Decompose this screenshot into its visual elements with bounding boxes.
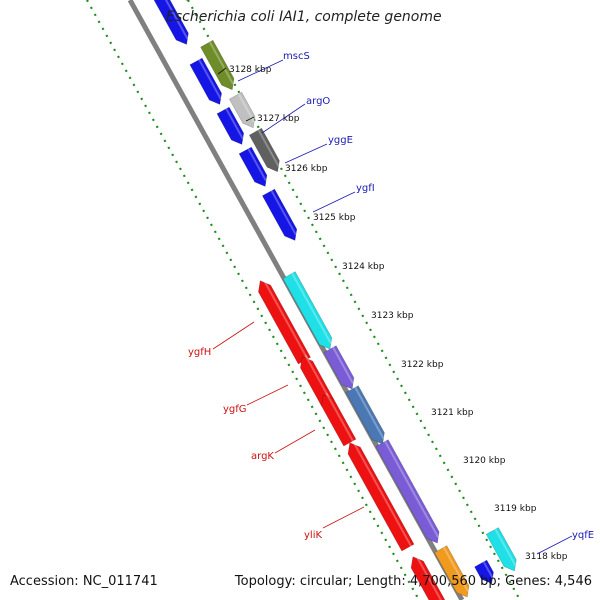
gene-feature-arrow[interactable] — [148, 0, 189, 45]
gene-feature-arrow[interactable] — [321, 394, 357, 447]
tick-label: 3122 kbp — [401, 360, 444, 370]
gene-label-ygfG[interactable]: ygfG — [223, 404, 247, 415]
gene-feature-highlight — [384, 440, 440, 538]
gene-feature-highlight — [304, 354, 334, 406]
gene-feature-highlight — [262, 278, 311, 364]
gene-leader — [237, 59, 284, 82]
gene-label-argO[interactable]: argO — [306, 96, 330, 107]
gene-leader — [322, 506, 365, 529]
gene-label-argK[interactable]: argK — [251, 451, 274, 462]
gene-leader — [284, 143, 328, 164]
gene-feature-highlight — [325, 392, 356, 446]
gene-feature-highlight — [415, 554, 442, 600]
gene-feature-arrow[interactable] — [189, 57, 222, 105]
gene-feature-arrow[interactable] — [282, 271, 333, 350]
gene-feature-highlight — [332, 346, 354, 384]
gene-feature-highlight — [237, 93, 255, 123]
gene-feature-arrow[interactable] — [168, 0, 190, 2]
tick-label: 3124 kbp — [342, 262, 385, 272]
gene-label-ygfH[interactable]: ygfH — [188, 347, 211, 358]
gene-feature-arrow[interactable] — [228, 91, 256, 129]
tick-label: 3127 kbp — [257, 114, 300, 124]
gene-features — [148, 0, 517, 600]
gene-label-yggE[interactable]: yggE — [328, 135, 353, 146]
gene-feature-arrow[interactable] — [375, 439, 440, 544]
genome-title: Escherichia coli IAI1, complete genome — [166, 9, 442, 25]
gene-feature-highlight — [257, 129, 280, 167]
accession-text: Accession: NC_011741 — [10, 574, 158, 589]
gene-feature-arrow[interactable] — [248, 127, 280, 173]
tick-label: 3128 kbp — [229, 65, 272, 75]
gene-leader — [274, 429, 316, 454]
gene-feature-highlight — [198, 59, 222, 100]
gene-label-yqfE[interactable]: yqfE — [572, 530, 594, 541]
gene-feature-arrow[interactable] — [216, 106, 245, 145]
gene-feature-arrow[interactable] — [434, 545, 470, 598]
tick-label: 3119 kbp — [494, 504, 537, 514]
gene-feature-highlight — [494, 528, 517, 566]
gene-label-ygfI[interactable]: ygfI — [356, 183, 375, 194]
gene-feature-arrow[interactable] — [345, 385, 385, 445]
tick-connector — [217, 67, 227, 75]
tick-label: 3123 kbp — [371, 311, 414, 321]
labels-layer: 3128 kbp 3127 kbp 3126 kbp 3125 kbp 3124… — [188, 51, 594, 562]
gene-label-mscS[interactable]: mscS — [283, 51, 310, 62]
gene-feature-highlight — [270, 190, 297, 236]
tick-label: 3126 kbp — [285, 164, 328, 174]
gene-feature-arrow[interactable] — [323, 345, 355, 390]
gene-feature-highlight — [164, 0, 189, 40]
gene-feature-arrow[interactable] — [261, 188, 298, 241]
gene-feature-arrow[interactable] — [347, 442, 415, 552]
tick-label: 3120 kbp — [463, 456, 506, 466]
genome-summary-text: Topology: circular; Length: 4,700,560 bp… — [234, 574, 592, 589]
tick-label: 3118 kbp — [525, 552, 568, 562]
gene-leader — [212, 321, 255, 350]
gene-label-yliK[interactable]: yliK — [304, 530, 322, 541]
gene-feature-highlight — [354, 386, 385, 439]
gene-feature-arrow[interactable] — [474, 559, 494, 584]
gene-leader — [312, 191, 356, 213]
gene-leader — [261, 103, 306, 134]
gene-feature-highlight — [208, 41, 234, 85]
tick-connector — [245, 116, 255, 122]
tick-label: 3121 kbp — [431, 408, 474, 418]
gene-feature-highlight — [225, 108, 244, 140]
gene-feature-highlight — [247, 148, 267, 182]
gene-feature-highlight — [291, 272, 332, 344]
gene-feature-arrow[interactable] — [238, 146, 268, 187]
tick-dot-row — [86, 0, 420, 600]
gene-feature-highlight — [442, 546, 469, 592]
tick-label: 3125 kbp — [313, 213, 356, 223]
tick-dot-row — [187, 0, 521, 600]
gene-feature-arrow[interactable] — [485, 527, 517, 572]
gene-feature-highlight — [482, 561, 494, 579]
gene-leader — [246, 384, 289, 406]
gene-feature-arrow[interactable] — [410, 556, 449, 600]
gene-leader — [536, 535, 573, 555]
gene-feature-arrow[interactable] — [200, 39, 235, 91]
gene-feature-highlight — [352, 440, 414, 551]
